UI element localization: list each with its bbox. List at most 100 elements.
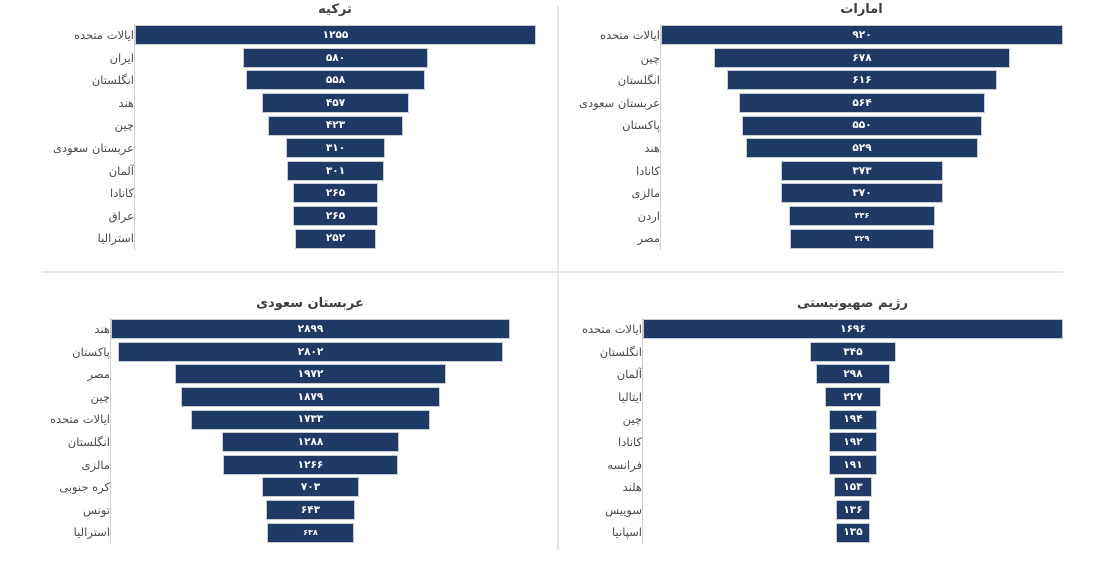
plot-area: ۳۴۵ [642,340,1063,364]
chart-row: چین ۱۸۷۹ [0,385,510,409]
plot-area: ۳۳۶ [660,204,1063,228]
category-label: مالزی [81,457,110,472]
chart-row: استرالیا ۶۳۸ [0,521,510,544]
chart-title: امارات [840,2,883,17]
funnel-bar: ۲۲۷ [824,387,882,408]
category-label: عربستان سعودی [53,140,134,155]
chart-row: استرالیا ۲۵۲ [0,227,536,250]
funnel-chart-turkiye: ترکیه ایالات متحده ۱۲۵۵ ایران ۵۸۰ انگلستان ۵۵… [0,0,558,272]
chart-row: عراق ۲۶۵ [0,204,536,228]
funnel-bar: ۹۲۰ [661,25,1063,46]
funnel-bar: ۳۰۱ [287,160,384,181]
category-label: هند [118,95,134,110]
category-label: مصر [637,231,660,246]
chart-title: رژیم صهیونیستی [796,296,909,311]
funnel-bar: ۶۷۸ [713,47,1011,68]
plot-area: ۱۸۷۹ [110,385,510,409]
plot-area: ۲۹۸ [642,363,1063,386]
category-label: انگلستان [599,344,642,359]
bar-value-label: ۹۲۰ [852,29,872,42]
chart-title: ترکیه [318,2,352,17]
bar-value-label: ۳۳۶ [854,211,870,221]
category-label: ایتالیا [618,389,642,404]
chart-row: مصر ۱۹۷۲ [0,363,510,386]
plot-area: ۱۵۳ [642,476,1063,499]
chart-row: مالزی ۳۷۰ [558,182,1063,205]
bar-value-label: ۲۹۸ [843,368,863,381]
funnel-bar: ۳۴۵ [810,341,896,362]
chart-row: پاکستان ۲۸۰۲ [0,340,510,364]
funnel-bar: ۳۷۳ [780,160,944,181]
funnel-bar: ۵۸۰ [242,47,429,68]
category-label: استرالیا [97,231,134,246]
funnel-chart-saudi-arabia: عربستان سعودی هند ۲۸۹۹ پاکستان ۲۸۰۲ مصر ۱۹۷۲ چ… [0,272,558,574]
plot-area: ۵۵۰ [660,114,1063,137]
chart-row: مصر ۳۲۹ [558,227,1063,250]
plot-area: ۶۱۶ [660,69,1063,92]
chart-row: کانادا ۱۹۲ [558,430,1063,454]
category-label: اردن [637,208,660,223]
funnel-bar: ۱۷۳۳ [191,409,430,430]
bar-value-label: ۱۳۶ [843,503,863,516]
funnel-chart-zionist-regime: رژیم صهیونیستی ایالات متحده ۱۶۹۶ انگلستان ۳… [558,272,1116,574]
funnel-bar: ۴۵۷ [262,93,409,114]
funnel-bar: ۶۱۶ [727,70,997,91]
chart-row: پاکستان ۵۵۰ [558,114,1063,137]
chart-row: کانادا ۳۷۳ [558,159,1063,183]
category-label: کانادا [636,163,660,178]
chart-row: انگلستان ۱۲۸۸ [0,430,510,454]
bar-value-label: ۱۸۷۹ [297,390,324,403]
funnel-bar: ۱۲۶۶ [223,454,398,475]
bar-value-label: ۱۲۸۸ [297,436,324,449]
chart-row: اردن ۳۳۶ [558,204,1063,228]
plot-area: ۲۸۰۲ [110,340,510,364]
funnel-bar: ۳۱۰ [285,138,386,159]
chart-rows: هند ۲۸۹۹ پاکستان ۲۸۰۲ مصر ۱۹۷۲ چین ۱۸۷۹ ایالات م… [0,318,510,544]
chart-row: عربستان سعودی ۳۱۰ [0,136,536,160]
bar-value-label: ۱۵۳ [843,481,863,494]
bar-value-label: ۳۱۰ [325,142,346,155]
plot-area: ۲۵۲ [134,227,536,250]
plot-area: ۱۲۵۵ [134,24,536,47]
category-label: پاکستان [72,344,110,359]
chart-row: فرانسه ۱۹۱ [558,453,1063,477]
bar-value-label: ۳۰۱ [325,164,346,177]
category-label: مصر [87,367,110,382]
bar-value-label: ۵۲۹ [852,142,872,155]
plot-area: ۳۷۰ [660,182,1063,205]
category-label: هلند [622,480,642,495]
funnel-bar: ۲۵۲ [295,228,376,249]
plot-area: ۵۸۰ [134,46,536,70]
funnel-bar: ۳۷۰ [781,183,943,204]
plot-area: ۱۷۳۳ [110,408,510,431]
plot-area: ۱۳۵ [642,521,1063,544]
plot-area: ۳۲۹ [660,227,1063,250]
category-label: کانادا [618,434,642,449]
chart-row: انگلستان ۳۴۵ [558,340,1063,364]
funnel-bar: ۵۲۹ [746,138,978,159]
chart-row: عربستان سعودی ۵۶۴ [558,91,1063,115]
chart-title: عربستان سعودی [256,296,364,311]
funnel-bar: ۱۸۷۹ [181,387,440,408]
chart-row: سوییس ۱۳۶ [558,498,1063,522]
plot-area: ۲۲۷ [642,385,1063,409]
chart-row: ایران ۵۸۰ [0,46,536,70]
category-label: چین [114,118,134,133]
bar-value-label: ۶۴۳ [300,503,321,516]
funnel-bar: ۱۳۶ [836,500,870,521]
plot-area: ۲۸۹۹ [110,318,510,341]
bar-value-label: ۲۸۹۹ [297,323,324,336]
chart-row: اسپانیا ۱۳۵ [558,521,1063,544]
category-label: هند [94,322,110,336]
chart-rows: ایالات متحده ۹۲۰ چین ۶۷۸ انگلستان ۶۱۶ عربستان … [558,24,1063,250]
category-label: انگلستان [67,434,110,449]
plot-area: ۳۱۰ [134,136,536,160]
plot-area: ۲۶۵ [134,204,536,228]
bar-value-label: ۲۶۵ [325,209,346,222]
category-label: چین [90,389,110,404]
category-label: انگلستان [617,73,660,88]
plot-area: ۲۶۵ [134,182,536,205]
chart-row: ایالات متحده ۱۷۳۳ [0,408,510,431]
category-label: ایالات متحده [599,28,660,42]
funnel-bar: ۲۸۰۲ [117,341,504,362]
